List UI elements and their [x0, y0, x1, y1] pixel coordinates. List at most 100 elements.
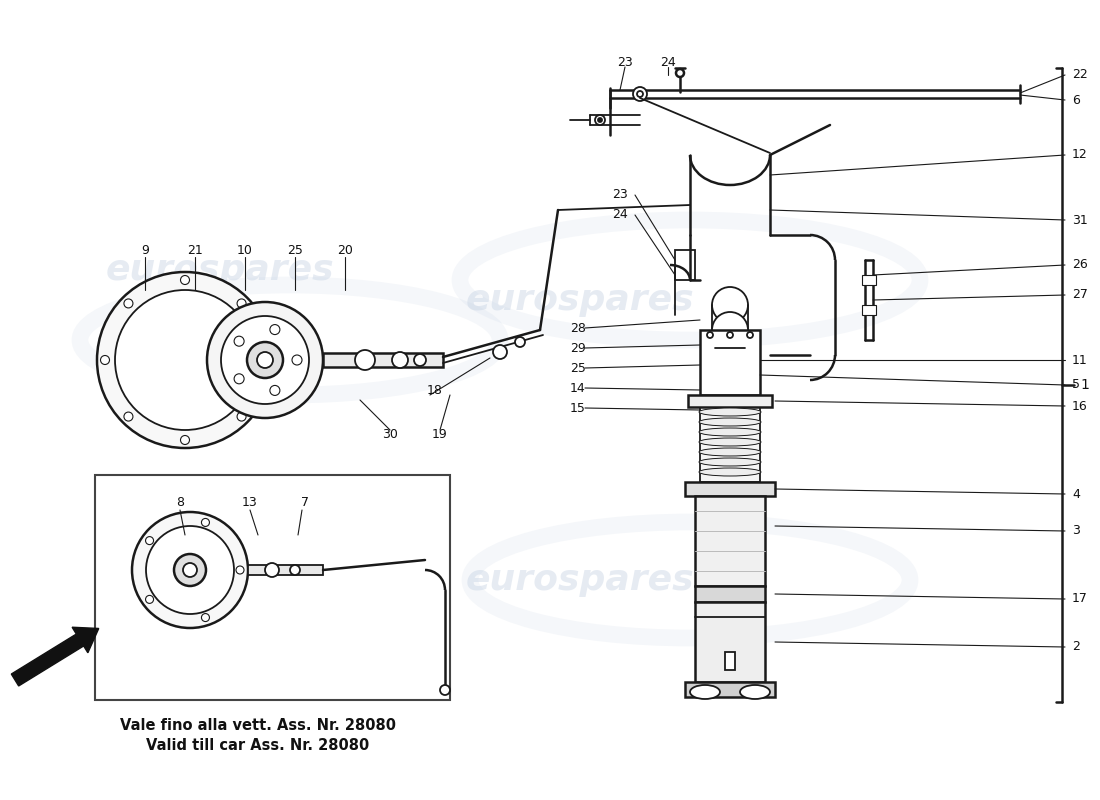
Text: 11: 11	[1072, 354, 1088, 366]
Text: 4: 4	[1072, 487, 1080, 501]
Text: eurospares: eurospares	[465, 563, 694, 597]
FancyArrow shape	[11, 627, 99, 686]
Text: eurospares: eurospares	[465, 283, 694, 317]
Bar	[862, 305, 876, 315]
Bar	[862, 275, 876, 285]
Text: 9: 9	[141, 243, 149, 257]
Text: 8: 8	[176, 497, 184, 510]
Circle shape	[238, 299, 246, 308]
Circle shape	[236, 566, 244, 574]
Circle shape	[598, 118, 602, 122]
Circle shape	[207, 302, 323, 418]
Text: Valid till car Ass. Nr. 28080: Valid till car Ass. Nr. 28080	[146, 738, 370, 753]
Text: Vale fino alla vett. Ass. Nr. 28080: Vale fino alla vett. Ass. Nr. 28080	[120, 718, 396, 733]
Text: 26: 26	[1072, 258, 1088, 271]
Ellipse shape	[698, 448, 761, 456]
Text: 31: 31	[1072, 214, 1088, 226]
Circle shape	[248, 342, 283, 378]
Text: 12: 12	[1072, 149, 1088, 162]
Circle shape	[146, 526, 234, 614]
Circle shape	[632, 87, 647, 101]
Circle shape	[180, 435, 189, 445]
Text: 19: 19	[432, 429, 448, 442]
Circle shape	[515, 337, 525, 347]
Circle shape	[595, 115, 605, 125]
Circle shape	[712, 287, 748, 323]
Bar	[695, 602, 764, 682]
Bar	[725, 652, 735, 670]
Ellipse shape	[698, 418, 761, 426]
Circle shape	[637, 91, 644, 97]
Circle shape	[440, 685, 450, 695]
Circle shape	[201, 518, 209, 526]
Circle shape	[700, 687, 710, 697]
Ellipse shape	[698, 428, 761, 436]
Text: eurospares: eurospares	[106, 253, 334, 287]
Text: 1: 1	[1080, 378, 1089, 392]
Circle shape	[712, 312, 748, 348]
Bar	[675, 250, 695, 280]
Ellipse shape	[698, 468, 761, 476]
Bar	[685, 482, 775, 496]
Circle shape	[414, 354, 426, 366]
Circle shape	[174, 554, 206, 586]
Circle shape	[238, 412, 246, 421]
Ellipse shape	[690, 685, 721, 699]
Circle shape	[727, 332, 733, 338]
Circle shape	[97, 272, 273, 448]
Text: 13: 13	[242, 497, 257, 510]
Text: 5: 5	[1072, 378, 1080, 391]
Circle shape	[201, 614, 209, 622]
Circle shape	[124, 299, 133, 308]
Text: eurospares: eurospares	[106, 553, 334, 587]
Bar	[695, 586, 764, 602]
Text: 14: 14	[570, 382, 586, 394]
Bar	[323, 353, 443, 367]
Circle shape	[707, 332, 713, 338]
Ellipse shape	[698, 408, 761, 416]
Text: 23: 23	[612, 189, 628, 202]
Circle shape	[676, 69, 684, 77]
Circle shape	[493, 345, 507, 359]
Bar	[695, 496, 764, 586]
Circle shape	[392, 352, 408, 368]
Text: 23: 23	[617, 55, 632, 69]
Text: 3: 3	[1072, 525, 1080, 538]
Text: 17: 17	[1072, 593, 1088, 606]
Text: 25: 25	[287, 243, 303, 257]
Circle shape	[270, 386, 279, 395]
Bar	[248, 565, 323, 575]
Circle shape	[261, 355, 270, 365]
Text: 29: 29	[570, 342, 586, 354]
Text: 18: 18	[427, 383, 443, 397]
Text: 2: 2	[1072, 641, 1080, 654]
Circle shape	[290, 565, 300, 575]
Text: 10: 10	[238, 243, 253, 257]
Text: 27: 27	[1072, 289, 1088, 302]
Circle shape	[750, 687, 760, 697]
Circle shape	[234, 374, 244, 384]
Ellipse shape	[698, 458, 761, 466]
Circle shape	[265, 563, 279, 577]
Text: 21: 21	[187, 243, 202, 257]
Text: 15: 15	[570, 402, 586, 414]
Bar	[700, 330, 760, 395]
Bar	[685, 682, 775, 697]
Text: 7: 7	[301, 497, 309, 510]
Circle shape	[183, 563, 197, 577]
Text: 24: 24	[612, 209, 628, 222]
Circle shape	[116, 290, 255, 430]
Text: 24: 24	[660, 55, 675, 69]
Bar	[95, 475, 450, 700]
Bar	[700, 407, 760, 482]
Text: 28: 28	[570, 322, 586, 334]
Ellipse shape	[740, 685, 770, 699]
Circle shape	[145, 537, 154, 545]
Circle shape	[292, 355, 302, 365]
Text: 20: 20	[337, 243, 353, 257]
Circle shape	[747, 332, 754, 338]
Circle shape	[270, 325, 279, 334]
Text: 25: 25	[570, 362, 586, 374]
Circle shape	[145, 595, 154, 603]
Text: 30: 30	[382, 429, 398, 442]
